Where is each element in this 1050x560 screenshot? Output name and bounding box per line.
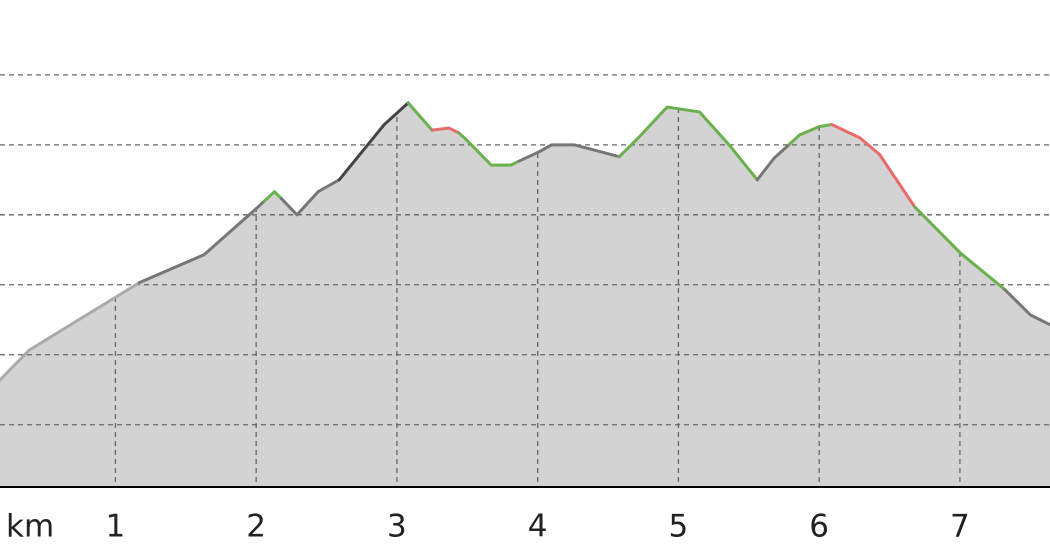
x-tick-label: 5	[669, 509, 689, 545]
area	[281, 178, 340, 488]
area	[0, 281, 140, 488]
area	[756, 143, 791, 488]
area	[338, 101, 409, 488]
x-axis-label: km	[6, 509, 54, 545]
x-tick-label: 4	[528, 509, 548, 545]
area	[138, 199, 266, 488]
profile-line	[280, 178, 341, 217]
profile-line	[755, 142, 792, 182]
area	[264, 191, 283, 488]
profile-line	[430, 126, 461, 135]
profile-line	[788, 123, 834, 146]
profile-line	[830, 123, 917, 209]
profile-line	[0, 281, 141, 382]
profile-line	[406, 101, 434, 132]
x-tick-label: 1	[106, 509, 126, 545]
x-tick-label: 3	[387, 509, 407, 545]
profile-line	[137, 199, 267, 285]
area	[618, 106, 758, 488]
x-tick-label: 7	[950, 509, 970, 545]
area	[789, 123, 833, 488]
x-tick-label: 6	[809, 509, 829, 545]
profile-line	[617, 105, 759, 182]
area	[458, 131, 520, 488]
area	[407, 101, 433, 488]
profile-line	[263, 190, 284, 203]
profile-line	[1003, 288, 1050, 327]
x-tick-label: 2	[246, 509, 266, 545]
area	[1004, 288, 1050, 488]
profile-line	[517, 143, 621, 163]
profile-line	[337, 101, 410, 182]
profile-line	[913, 205, 1007, 292]
area	[831, 123, 916, 488]
area	[518, 144, 620, 488]
area	[431, 127, 460, 488]
profile-line	[457, 131, 521, 167]
